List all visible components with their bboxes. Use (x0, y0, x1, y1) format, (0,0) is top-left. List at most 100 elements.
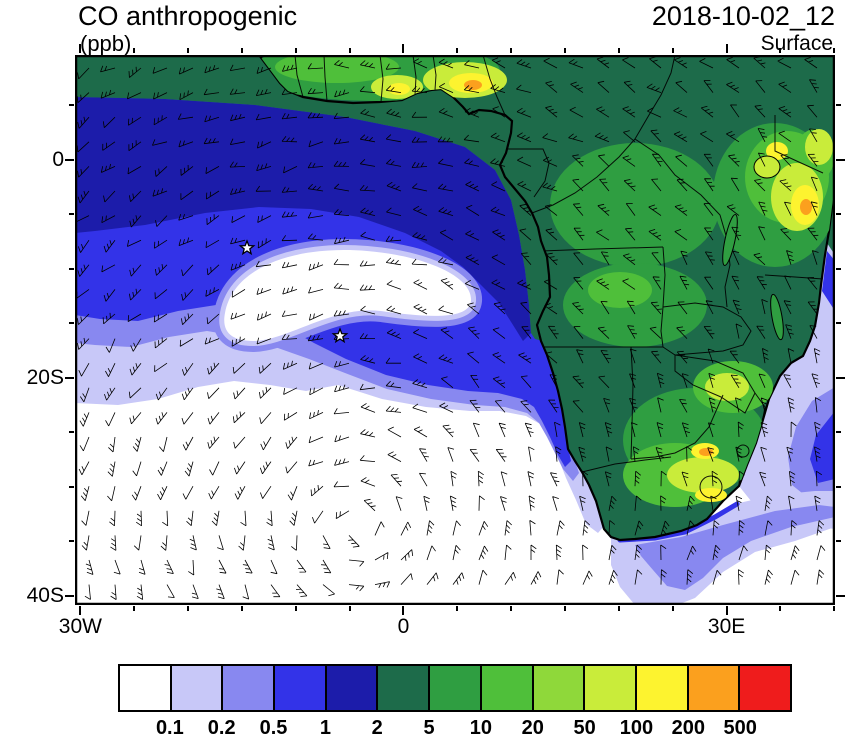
axis-tick (69, 431, 74, 434)
axis-tick (69, 267, 74, 270)
white-hook (224, 250, 472, 341)
station-markers (238, 239, 349, 344)
colorbar-segment (740, 666, 790, 710)
colorbar-tick-label: 200 (671, 717, 705, 739)
colorbar-segment (533, 666, 586, 710)
axis-tick (836, 540, 841, 543)
colorbar-segment (120, 666, 172, 710)
station-marker-star (238, 239, 256, 256)
y-tick-label: 40S (26, 583, 64, 607)
colorbar-segment (378, 666, 431, 710)
axis-tick (836, 104, 841, 107)
map-plot (75, 55, 835, 605)
axis-tick (836, 213, 841, 216)
plot-frame (75, 55, 835, 605)
axis-tick (69, 485, 74, 488)
x-tick-label: 30W (58, 615, 102, 638)
axis-tick (671, 606, 674, 611)
axis-tick (69, 213, 74, 216)
colorbar-tick-label: 0.1 (155, 717, 184, 739)
wind-barbs (75, 56, 826, 600)
axis-tick (79, 44, 82, 53)
axis-tick (79, 606, 82, 615)
y-tick-label: 0 (52, 147, 64, 171)
colorbar-labels: 0.1 0.2 0.5 1 2 5 10 20 50 100 200 500 (118, 717, 792, 743)
colorbar-tick-label: 5 (423, 717, 435, 739)
axis-tick (617, 48, 620, 53)
axis-tick (836, 376, 845, 379)
axis-tick (69, 540, 74, 543)
colorbar-segment (481, 666, 534, 710)
axis-tick (65, 376, 74, 379)
plot-datetime: 2018-10-02_12 (651, 1, 835, 31)
axis-tick (65, 158, 74, 161)
colorbar-tick-label: 2 (371, 717, 383, 739)
colorbar-tick-label: 20 (521, 717, 544, 739)
channel-blue-sliver (822, 251, 835, 311)
axis-tick (240, 606, 243, 611)
colorbar-segment (171, 666, 224, 710)
y-tick-label: 20S (26, 365, 64, 389)
axis-tick (779, 48, 782, 53)
axis-tick (836, 267, 841, 270)
x-tick-label: 0 (397, 615, 410, 638)
axis-tick (69, 322, 74, 325)
colorbar-tick-label: 10 (469, 717, 493, 739)
plume-darkblue (75, 97, 531, 341)
axis-tick (456, 48, 459, 53)
colorbar (118, 664, 792, 712)
plot-title: CO anthropogenic (78, 1, 298, 31)
axis-tick (133, 606, 136, 611)
axis-tick (836, 485, 841, 488)
axis-tick (348, 48, 351, 53)
colorbar-tick-label: 500 (723, 717, 757, 739)
axis-tick (294, 48, 297, 53)
colorbar-tick-label: 100 (619, 717, 654, 739)
axis-tick (836, 158, 845, 161)
station-marker-star (331, 327, 349, 344)
axis-tick (510, 48, 513, 53)
axis-tick (348, 606, 351, 611)
axis-tick (187, 48, 190, 53)
axis-tick (617, 606, 620, 611)
colorbar-tick-label: 0.2 (207, 717, 236, 739)
colorbar-segment (223, 666, 276, 710)
axis-tick (833, 48, 836, 53)
axis-tick (456, 606, 459, 611)
axis-tick (240, 48, 243, 53)
mozambique-channel-blue (810, 411, 835, 483)
axis-tick (833, 606, 836, 611)
plot-level: Surface (760, 32, 833, 55)
axis-tick (133, 48, 136, 53)
axis-tick (69, 104, 74, 107)
axis-tick (510, 606, 513, 611)
colorbar-segment (275, 666, 327, 710)
colorbar-tick-label: 0.5 (259, 717, 288, 739)
axis-tick (671, 48, 674, 53)
colorbar-segment (688, 666, 741, 710)
axis-tick (402, 606, 405, 615)
colorbar-tick-label: 50 (573, 717, 596, 739)
axis-tick (65, 594, 74, 597)
axis-tick (294, 606, 297, 611)
axis-tick (187, 606, 190, 611)
plot-units-label: (ppb) (80, 31, 132, 56)
coastal-darkgreen-band (75, 55, 550, 341)
axis-tick (779, 606, 782, 611)
colorbar-segment (585, 666, 637, 710)
colorbar-segment (430, 666, 482, 710)
colorbar-segment (326, 666, 379, 710)
southcoast-periwinkle-band (635, 505, 835, 590)
axis-tick (836, 594, 845, 597)
axis-tick (564, 606, 567, 611)
axis-tick (725, 606, 728, 615)
colorbar-tick-label: 1 (319, 717, 331, 739)
x-tick-label: 30E (707, 615, 746, 638)
axis-tick (836, 431, 841, 434)
axis-tick (402, 44, 405, 53)
wind-barb-glyphs (75, 56, 826, 600)
colorbar-segment (636, 666, 689, 710)
axis-tick (836, 322, 841, 325)
axis-tick (725, 44, 728, 53)
